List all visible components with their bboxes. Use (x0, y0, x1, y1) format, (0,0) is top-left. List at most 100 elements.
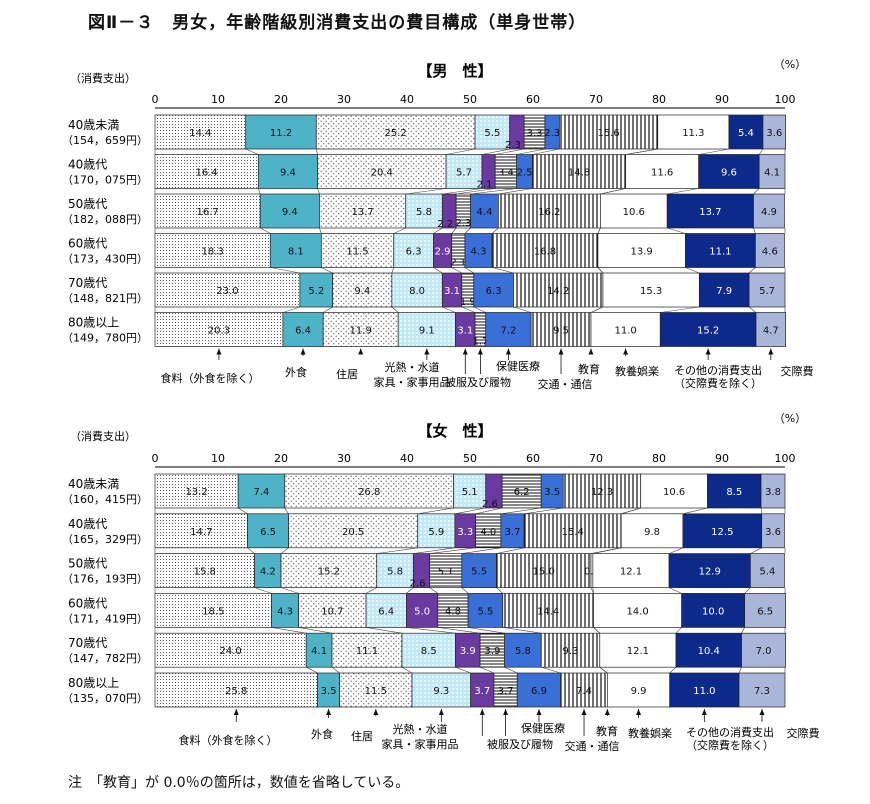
female-connector-line (429, 587, 439, 594)
female-bar-segment (504, 632, 542, 668)
female-series-label: 家具・家事用品 (382, 737, 459, 751)
female-series-label: 食料（外食を除く） (179, 733, 278, 747)
female-data-label: 3.7 (505, 527, 521, 538)
male-bar-segment (405, 193, 443, 229)
male-x-tick-label: 80 (652, 93, 666, 106)
female-data-label: 15.4 (562, 527, 584, 538)
female-x-tick-label: 90 (715, 452, 729, 465)
male-bar-segment (154, 154, 259, 189)
male-bar-segment (445, 154, 483, 189)
female-bar-segment (339, 672, 413, 708)
female-connector-line (502, 627, 542, 634)
male-data-label: 9.6 (721, 168, 737, 179)
female-pointer-arrow (503, 709, 509, 715)
female-bar-segment (681, 593, 746, 628)
female-bar-segment (479, 632, 505, 668)
male-bar-segment (269, 233, 322, 268)
male-series-label: 光熱・水道 (385, 360, 440, 374)
female-connector-line (741, 627, 745, 634)
female-data-label: 3.3 (457, 527, 473, 538)
male-connector-line (597, 267, 604, 274)
male-data-label: 11.9 (350, 326, 372, 337)
female-bar-segment (516, 672, 562, 708)
female-data-label: 9.3 (433, 686, 449, 697)
male-bar-segment (762, 114, 786, 150)
female-data-label: 7.0 (756, 646, 772, 657)
male-data-label: 5.7 (759, 286, 775, 297)
male-series-label: 家具・家事用品 (374, 375, 451, 389)
male-bar-segment (753, 193, 785, 229)
female-series-label: 保健医療 (521, 721, 565, 735)
male-data-label: 2.1 (450, 258, 466, 269)
female-bar-segment (154, 672, 318, 708)
female-connector-line (669, 666, 677, 674)
female-y-axis-label: （消費支出） (70, 429, 136, 443)
male-connector-line (315, 148, 318, 155)
female-data-label: 6.5 (260, 527, 276, 538)
male-bar-segment (474, 114, 511, 150)
female-bar-segment (288, 513, 419, 549)
female-data-label: 6.5 (757, 606, 773, 617)
male-connector-line (473, 306, 486, 313)
female-data-label: 26.8 (358, 487, 380, 498)
female-connector-line (504, 666, 518, 674)
male-connector-line (442, 188, 483, 195)
male-data-label: 20.4 (371, 168, 393, 179)
male-x-tick-label: 20 (274, 93, 288, 106)
male-data-label: 15.3 (640, 286, 662, 297)
female-bar-segment (592, 553, 670, 588)
male-connector-line (317, 188, 320, 195)
male-series-label: 教育 (578, 362, 600, 376)
female-data-label: 4.1 (311, 646, 327, 657)
male-bar-segment (282, 312, 324, 347)
female-bar-segment (620, 513, 684, 549)
female-data-label: 4.0 (480, 527, 496, 538)
male-data-label: 5.8 (416, 207, 432, 218)
female-data-label: 24.0 (219, 646, 241, 657)
male-data-label: 9.1 (419, 326, 435, 337)
female-bar-segment (406, 593, 439, 628)
female-data-label: 18.5 (202, 606, 224, 617)
male-data-label: 1.9 (460, 297, 476, 308)
male-bar-segment (154, 312, 284, 347)
male-data-label: 7.9 (716, 286, 732, 297)
female-series-label: 交際費 (787, 726, 820, 740)
female-data-label: 4.3 (277, 606, 293, 617)
male-connector-line (393, 227, 406, 234)
male-connector-line (433, 227, 443, 234)
male-data-label: 3.6 (766, 128, 782, 139)
male-data-label: 5.7 (456, 168, 472, 179)
female-bar-segment (760, 473, 786, 509)
male-data-label: 13.7 (699, 207, 721, 218)
male-bar-segment (600, 193, 668, 229)
male-connector-line (391, 267, 395, 274)
female-series-label: 教育 (596, 724, 618, 738)
male-bar-segment (464, 233, 493, 268)
female-bar-segment (744, 593, 786, 628)
male-bar-segment (257, 154, 318, 189)
female-data-label: 7.4 (254, 487, 270, 498)
female-connector-line (298, 627, 333, 634)
female-connector-line (461, 587, 469, 594)
female-connector-line (454, 507, 486, 515)
female-connector-line (271, 627, 307, 634)
male-data-label: 11.1 (709, 247, 731, 258)
male-x-tick-label: 10 (211, 93, 225, 106)
female-data-label: 5.1 (438, 567, 454, 578)
male-connector-line (660, 306, 700, 313)
female-data-label: 5.5 (471, 567, 487, 578)
male-connector-line (667, 188, 699, 195)
female-data-label: 20.5 (342, 527, 364, 538)
female-data-label: 12.3 (591, 487, 613, 498)
male-data-label: 5.4 (738, 128, 754, 139)
female-connector-line (524, 507, 564, 515)
female-connector-line (284, 507, 289, 514)
male-data-label: 4.1 (764, 168, 780, 179)
male-bar-segment (154, 233, 271, 268)
male-connector-line (245, 148, 259, 155)
female-connector-line (468, 627, 505, 634)
male-connector-line (446, 148, 476, 155)
male-data-label: 10.6 (623, 207, 645, 218)
male-connector-line (481, 148, 510, 155)
